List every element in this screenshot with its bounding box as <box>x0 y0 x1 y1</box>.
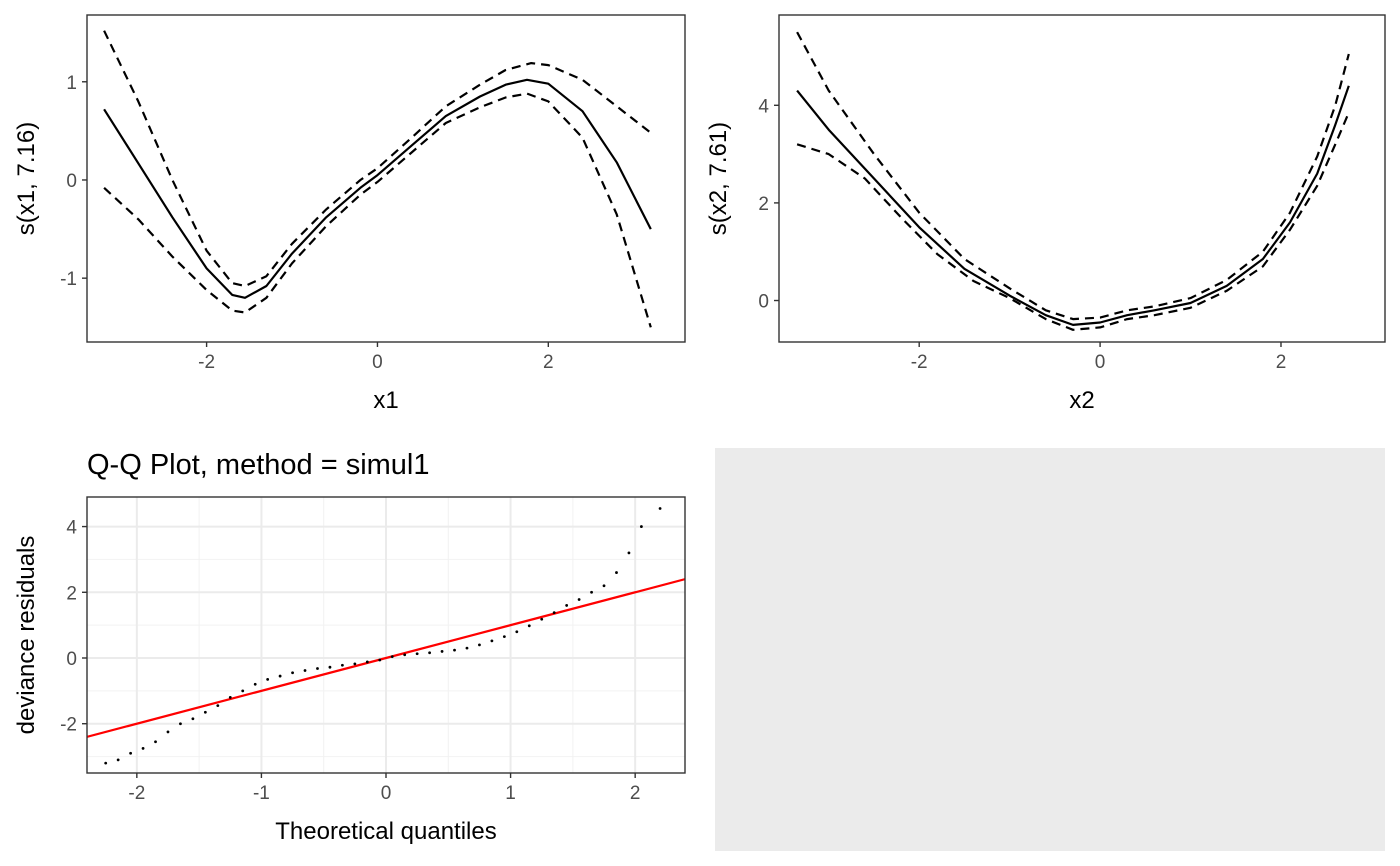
confidence-band-line <box>796 31 1350 321</box>
qq-point <box>328 665 332 669</box>
qq-point <box>627 551 631 555</box>
y-tick-label: 2 <box>758 194 769 215</box>
y-tick-label: 0 <box>66 171 77 192</box>
confidence-band-line <box>103 30 652 288</box>
x-tick-label: -2 <box>198 352 215 373</box>
qq-point <box>179 722 182 726</box>
y-axis-title: s(x1, 7.16) <box>13 122 40 235</box>
y-tick-label: 4 <box>758 96 769 117</box>
x-tick-label: -2 <box>128 783 145 804</box>
qq-point <box>540 617 544 621</box>
qq-point <box>266 677 270 681</box>
y-tick-label: 2 <box>66 583 77 604</box>
qq-point <box>502 635 506 639</box>
qq-point <box>440 650 444 653</box>
qq-point <box>390 655 394 659</box>
qq-point <box>203 710 207 714</box>
qq-point <box>340 663 344 667</box>
qq-point <box>552 611 556 615</box>
smooth-plot-x1: -2 0 2 -1 0 1 x1 s(x1, 7.16) <box>13 14 686 414</box>
plot-title: Q-Q Plot, method = simul1 <box>87 449 430 481</box>
y-axis-title: deviance residuals <box>13 536 40 735</box>
y-tick-label: 0 <box>758 292 769 313</box>
qq-point <box>428 651 432 655</box>
qq-point <box>154 740 157 744</box>
smooth-line <box>796 85 1350 326</box>
qq-point <box>216 704 220 708</box>
qq-point <box>116 758 120 762</box>
qq-point <box>253 682 257 686</box>
y-tick-label: 0 <box>66 649 77 670</box>
qq-point <box>129 751 133 755</box>
qq-point <box>577 598 581 601</box>
x-axis-title: Theoretical quantiles <box>275 818 496 845</box>
y-tick-label: -2 <box>60 715 77 736</box>
qq-point <box>166 730 170 734</box>
panel-border <box>778 14 1386 343</box>
panel-border <box>86 14 686 343</box>
qq-point <box>228 696 232 699</box>
x-tick-label: 2 <box>543 352 554 373</box>
x-axis-title: x1 <box>373 387 398 414</box>
y-tick-label: -1 <box>60 269 77 290</box>
qq-point <box>104 761 108 765</box>
qq-point <box>478 643 481 647</box>
qq-point <box>278 674 282 678</box>
qq-point <box>141 746 145 750</box>
qq-point <box>415 652 419 656</box>
confidence-band-line <box>796 112 1350 331</box>
smooth-plot-x2: -2 0 2 0 2 4 x2 s(x2, 7.61) <box>705 14 1386 414</box>
qq-point <box>490 639 494 643</box>
confidence-band-line <box>103 92 652 328</box>
qq-point <box>378 658 382 662</box>
x-tick-label: 2 <box>630 783 641 804</box>
smooth-line <box>103 78 652 299</box>
qq-point <box>403 653 407 657</box>
qq-plot: Q-Q Plot, method = simul1 -2 -1 0 1 2 -2 0 2 4 T… <box>13 449 686 845</box>
reference-line <box>87 578 685 738</box>
qq-point <box>303 669 307 672</box>
y-tick-label: 4 <box>66 518 77 539</box>
empty-panel <box>715 448 1385 851</box>
x-tick-label: 2 <box>1276 352 1287 373</box>
x-tick-label: 1 <box>505 783 516 804</box>
qq-point <box>365 660 369 664</box>
qq-point <box>353 662 357 666</box>
x-axis-title: x2 <box>1069 387 1094 414</box>
y-tick-label: 1 <box>66 73 77 94</box>
x-tick-label: -1 <box>253 783 270 804</box>
qq-point <box>602 584 606 588</box>
x-tick-label: 0 <box>381 783 392 804</box>
qq-point <box>527 624 531 628</box>
qq-point <box>515 630 519 634</box>
qq-point <box>465 646 469 650</box>
qq-point <box>615 571 618 574</box>
qq-point <box>291 671 294 675</box>
qq-point <box>316 667 319 670</box>
qq-point <box>565 604 569 607</box>
qq-point <box>191 717 195 721</box>
qq-point <box>590 590 593 594</box>
qq-point <box>639 525 643 528</box>
qq-point <box>453 648 456 652</box>
qq-point <box>658 507 662 510</box>
x-tick-label: -2 <box>911 352 928 373</box>
x-tick-label: 0 <box>372 352 383 373</box>
qq-point <box>241 689 245 693</box>
x-tick-label: 0 <box>1095 352 1106 373</box>
y-axis-title: s(x2, 7.61) <box>705 122 732 235</box>
